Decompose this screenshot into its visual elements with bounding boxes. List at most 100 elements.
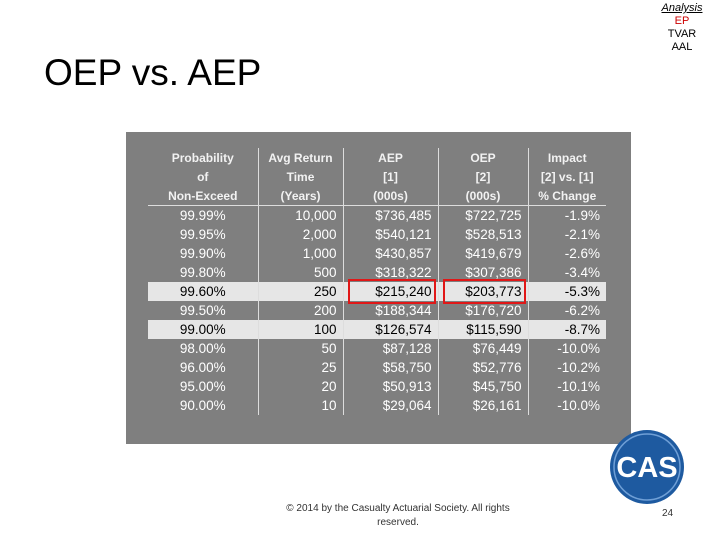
table-row: 99.00% 100 $126,574 $115,590 -8.7% — [148, 320, 606, 339]
nav-item-analysis[interactable]: Analysis — [661, 2, 703, 14]
table-cell: $29,064 — [343, 396, 439, 415]
table-cell: 250 — [258, 282, 344, 301]
logo-ring — [613, 433, 681, 501]
header-cell: Time — [258, 167, 344, 186]
table-row: 96.00% 25 $58,750 $52,776 -10.2% — [148, 358, 606, 377]
nav-item-tvar[interactable]: TVAR — [667, 28, 697, 40]
header-cell: % Change — [528, 186, 606, 206]
header-cell: [2] vs. [1] — [540, 169, 594, 184]
header-cell: of — [148, 167, 259, 186]
cell-value: 90.00% — [179, 398, 226, 413]
table-cell: $722,725 — [438, 205, 529, 225]
table-cell: $115,590 — [438, 320, 529, 339]
table-cell: $26,161 — [438, 396, 529, 415]
cell-value: 500 — [313, 265, 337, 280]
cell-value: $736,485 — [375, 208, 432, 223]
oep-aep-table: Probability Avg Return AEP OEP Impact of… — [148, 148, 606, 415]
table-row: 99.95% 2,000 $540,121 $528,513 -2.1% — [148, 225, 606, 244]
table-row: 99.50% 200 $188,344 $176,720 -6.2% — [148, 301, 606, 320]
cell-value: 99.90% — [179, 246, 226, 261]
table-cell: -10.2% — [528, 358, 606, 377]
cell-value: 95.00% — [179, 379, 226, 394]
table-cell: $318,322 — [343, 263, 439, 282]
table-cell: $419,679 — [438, 244, 529, 263]
header-cell: (000s) — [343, 186, 439, 206]
table-cell: $215,240 — [343, 279, 439, 304]
table-cell: 99.60% — [148, 282, 259, 301]
cell-value: 99.00% — [179, 322, 226, 337]
table-cell: $58,750 — [343, 358, 439, 377]
header-cell: [1] — [343, 167, 439, 186]
header-cell: [2] — [438, 167, 529, 186]
table-cell: 99.99% — [148, 205, 259, 225]
table-cell: 50 — [258, 339, 344, 358]
header-cell: (000s) — [438, 186, 529, 206]
table-row: 90.00% 10 $29,064 $26,161 -10.0% — [148, 396, 606, 415]
cell-value: 99.60% — [179, 284, 226, 299]
table-row: 99.99% 10,000 $736,485 $722,725 -1.9% — [148, 205, 606, 225]
table-row: 95.00% 20 $50,913 $45,750 -10.1% — [148, 377, 606, 396]
table-cell: -2.6% — [528, 244, 606, 263]
table-cell: $736,485 — [343, 205, 439, 225]
cell-value: 50 — [321, 341, 337, 356]
cell-value: 25 — [321, 360, 337, 375]
cell-value: $45,750 — [472, 379, 522, 394]
cell-value: 10,000 — [295, 208, 337, 223]
table-header-row: Probability Avg Return AEP OEP Impact — [148, 148, 606, 167]
table-header-row: of Time [1] [2] [2] vs. [1] — [148, 167, 606, 186]
table-cell: 500 — [258, 263, 344, 282]
cell-value: -8.7% — [564, 322, 600, 337]
page-number: 24 — [662, 508, 674, 519]
table-cell: $430,857 — [343, 244, 439, 263]
table-cell: 1,000 — [258, 244, 344, 263]
cell-value: $318,322 — [375, 265, 432, 280]
cell-value: $307,386 — [465, 265, 522, 280]
table-cell: -3.4% — [528, 263, 606, 282]
cell-value: -10.0% — [557, 398, 600, 413]
cell-value: $176,720 — [465, 303, 522, 318]
table-cell: 90.00% — [148, 396, 259, 415]
cell-value: $126,574 — [375, 322, 432, 337]
table-cell: $540,121 — [343, 225, 439, 244]
cell-value: $215,240 — [375, 284, 432, 299]
table-cell: 99.90% — [148, 244, 259, 263]
table-cell: $126,574 — [343, 320, 439, 339]
table-cell: -5.3% — [528, 282, 606, 301]
cell-value: $540,121 — [375, 227, 432, 242]
table-row: 99.80% 500 $318,322 $307,386 -3.4% — [148, 263, 606, 282]
table-cell: $176,720 — [438, 301, 529, 320]
table-cell: -2.1% — [528, 225, 606, 244]
header-cell: OEP — [438, 148, 529, 167]
table-cell: 98.00% — [148, 339, 259, 358]
cell-value: $419,679 — [465, 246, 522, 261]
header-cell: Impact — [547, 150, 587, 165]
cell-value: -6.2% — [564, 303, 600, 318]
cell-value: $58,750 — [382, 360, 432, 375]
table-cell: 10,000 — [258, 205, 344, 225]
cell-value: 99.80% — [179, 265, 226, 280]
header-cell: AEP — [343, 148, 439, 167]
header-cell: Probability — [148, 148, 259, 167]
cell-value: 96.00% — [179, 360, 226, 375]
nav-item-aal[interactable]: AAL — [671, 41, 693, 53]
nav-item-ep[interactable]: EP — [674, 15, 690, 27]
cell-value: 200 — [313, 303, 337, 318]
cell-value: $115,590 — [466, 322, 522, 337]
cell-value: -10.0% — [557, 341, 600, 356]
table-cell: 99.00% — [148, 320, 259, 339]
section-nav: Analysis EP TVAR AAL — [652, 2, 712, 54]
cell-value: 10 — [321, 398, 337, 413]
cell-value: 99.99% — [179, 208, 226, 223]
cell-value: $87,128 — [382, 341, 432, 356]
cell-value: -10.1% — [557, 379, 600, 394]
cell-value: $26,161 — [472, 398, 522, 413]
cell-value: 250 — [313, 284, 337, 299]
logo-text: CAS — [616, 452, 677, 484]
table-cell: $307,386 — [438, 263, 529, 282]
table-cell: $45,750 — [438, 377, 529, 396]
cell-value: $50,913 — [382, 379, 432, 394]
table-cell: 25 — [258, 358, 344, 377]
table-cell: -8.7% — [528, 320, 606, 339]
cell-value: $76,449 — [472, 341, 522, 356]
copyright-footer: © 2014 by the Casualty Actuarial Society… — [286, 503, 510, 528]
